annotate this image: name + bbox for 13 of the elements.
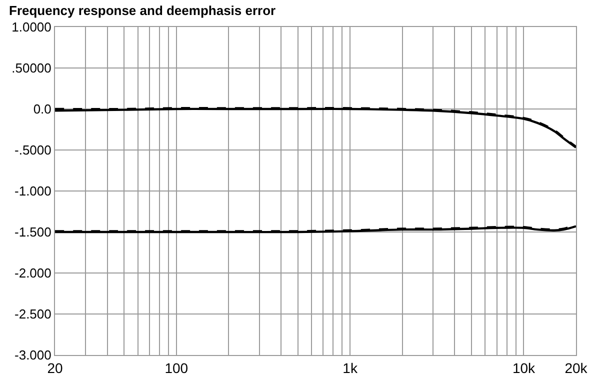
y-tick-label: -.5000: [14, 142, 52, 158]
y-tick-label: 1.0000: [12, 20, 52, 35]
chart-title: Frequency response and deemphasis error: [9, 2, 276, 18]
y-tick-label: -2.000: [14, 266, 52, 281]
y-tick-label: -1.500: [14, 224, 52, 240]
x-tick-label: 10k: [512, 360, 536, 376]
y-tick-label: 0.0: [33, 102, 52, 117]
y-tick-label: -1.000: [14, 184, 52, 199]
x-tick-label: 1k: [342, 360, 358, 376]
x-tick-label: 100: [164, 360, 188, 376]
y-tick-label: -2.500: [14, 306, 52, 322]
x-tick-label: 20k: [564, 360, 588, 376]
y-tick-label: .50000: [12, 60, 52, 76]
